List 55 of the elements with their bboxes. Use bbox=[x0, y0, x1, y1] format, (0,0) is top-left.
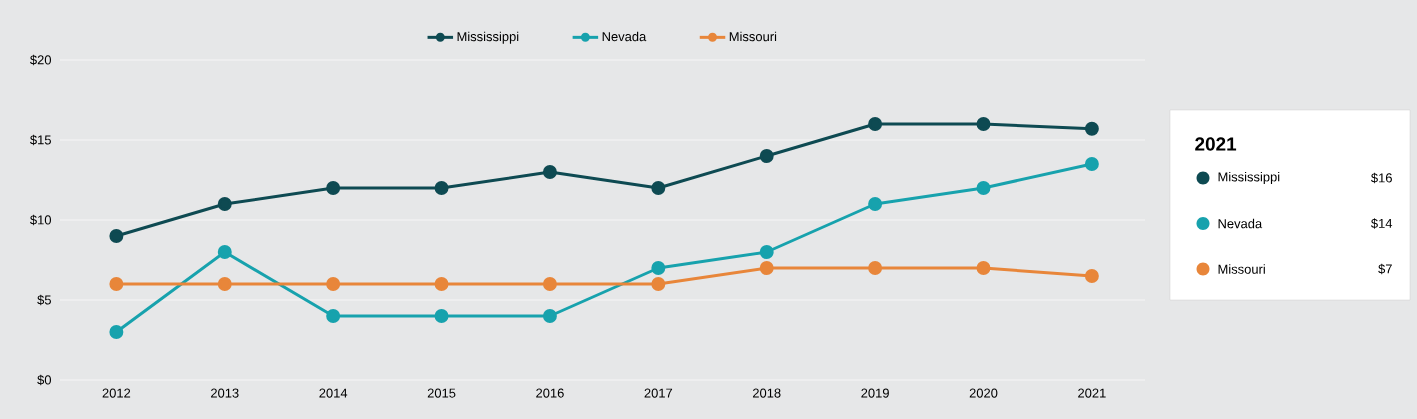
point bbox=[217, 245, 232, 259]
point bbox=[326, 277, 341, 291]
x-tick-label: 2018 bbox=[752, 388, 781, 398]
point bbox=[1084, 269, 1099, 283]
point bbox=[976, 261, 991, 275]
point bbox=[217, 197, 232, 211]
point bbox=[868, 117, 883, 131]
x-tick-label: 2020 bbox=[969, 388, 998, 398]
point bbox=[434, 181, 449, 195]
point bbox=[868, 261, 883, 275]
point bbox=[759, 245, 774, 259]
point bbox=[434, 277, 449, 291]
text: Mississippi bbox=[1218, 171, 1280, 185]
y-tick-label: $10 bbox=[30, 214, 52, 226]
point bbox=[1084, 157, 1099, 171]
x-tick-label: 2021 bbox=[1078, 388, 1106, 398]
legend-label: Missouri bbox=[1218, 264, 1265, 274]
x-tick-label: 2017 bbox=[644, 388, 673, 398]
text: $14 bbox=[1371, 218, 1393, 229]
point bbox=[651, 261, 666, 275]
point bbox=[326, 181, 341, 195]
x-tick-label: 2015 bbox=[427, 388, 456, 398]
point bbox=[651, 181, 666, 195]
point bbox=[109, 229, 124, 243]
y-tick-label: $15 bbox=[30, 134, 51, 146]
text: 2021 bbox=[1195, 137, 1237, 151]
point bbox=[976, 181, 991, 195]
x-tick-label: 2019 bbox=[861, 388, 889, 398]
y-tick-label: $0 bbox=[37, 374, 52, 386]
point bbox=[542, 165, 557, 179]
point bbox=[976, 117, 991, 131]
point bbox=[868, 197, 883, 211]
text: $16 bbox=[1371, 172, 1392, 184]
y-tick-label: $20 bbox=[30, 54, 52, 66]
y-tick-label: $5 bbox=[37, 294, 51, 306]
legend-label: Nevada bbox=[602, 31, 647, 42]
point bbox=[759, 149, 774, 163]
text: Missouri bbox=[729, 31, 777, 42]
point bbox=[542, 309, 557, 323]
point bbox=[759, 261, 774, 275]
legend-label: Mississippi bbox=[457, 31, 519, 44]
text: Nevada bbox=[1218, 218, 1263, 229]
x-tick-label: 2016 bbox=[536, 388, 564, 398]
point bbox=[217, 277, 232, 291]
x-tick-label: 2012 bbox=[102, 388, 131, 398]
x-tick-label: 2013 bbox=[211, 388, 239, 398]
point bbox=[434, 309, 449, 323]
text: $7 bbox=[1378, 263, 1392, 275]
point bbox=[326, 309, 341, 323]
point bbox=[1084, 121, 1099, 136]
point bbox=[109, 325, 124, 339]
point bbox=[651, 277, 666, 291]
point bbox=[542, 277, 557, 291]
x-tick-label: 2014 bbox=[319, 388, 348, 398]
point bbox=[109, 277, 124, 291]
